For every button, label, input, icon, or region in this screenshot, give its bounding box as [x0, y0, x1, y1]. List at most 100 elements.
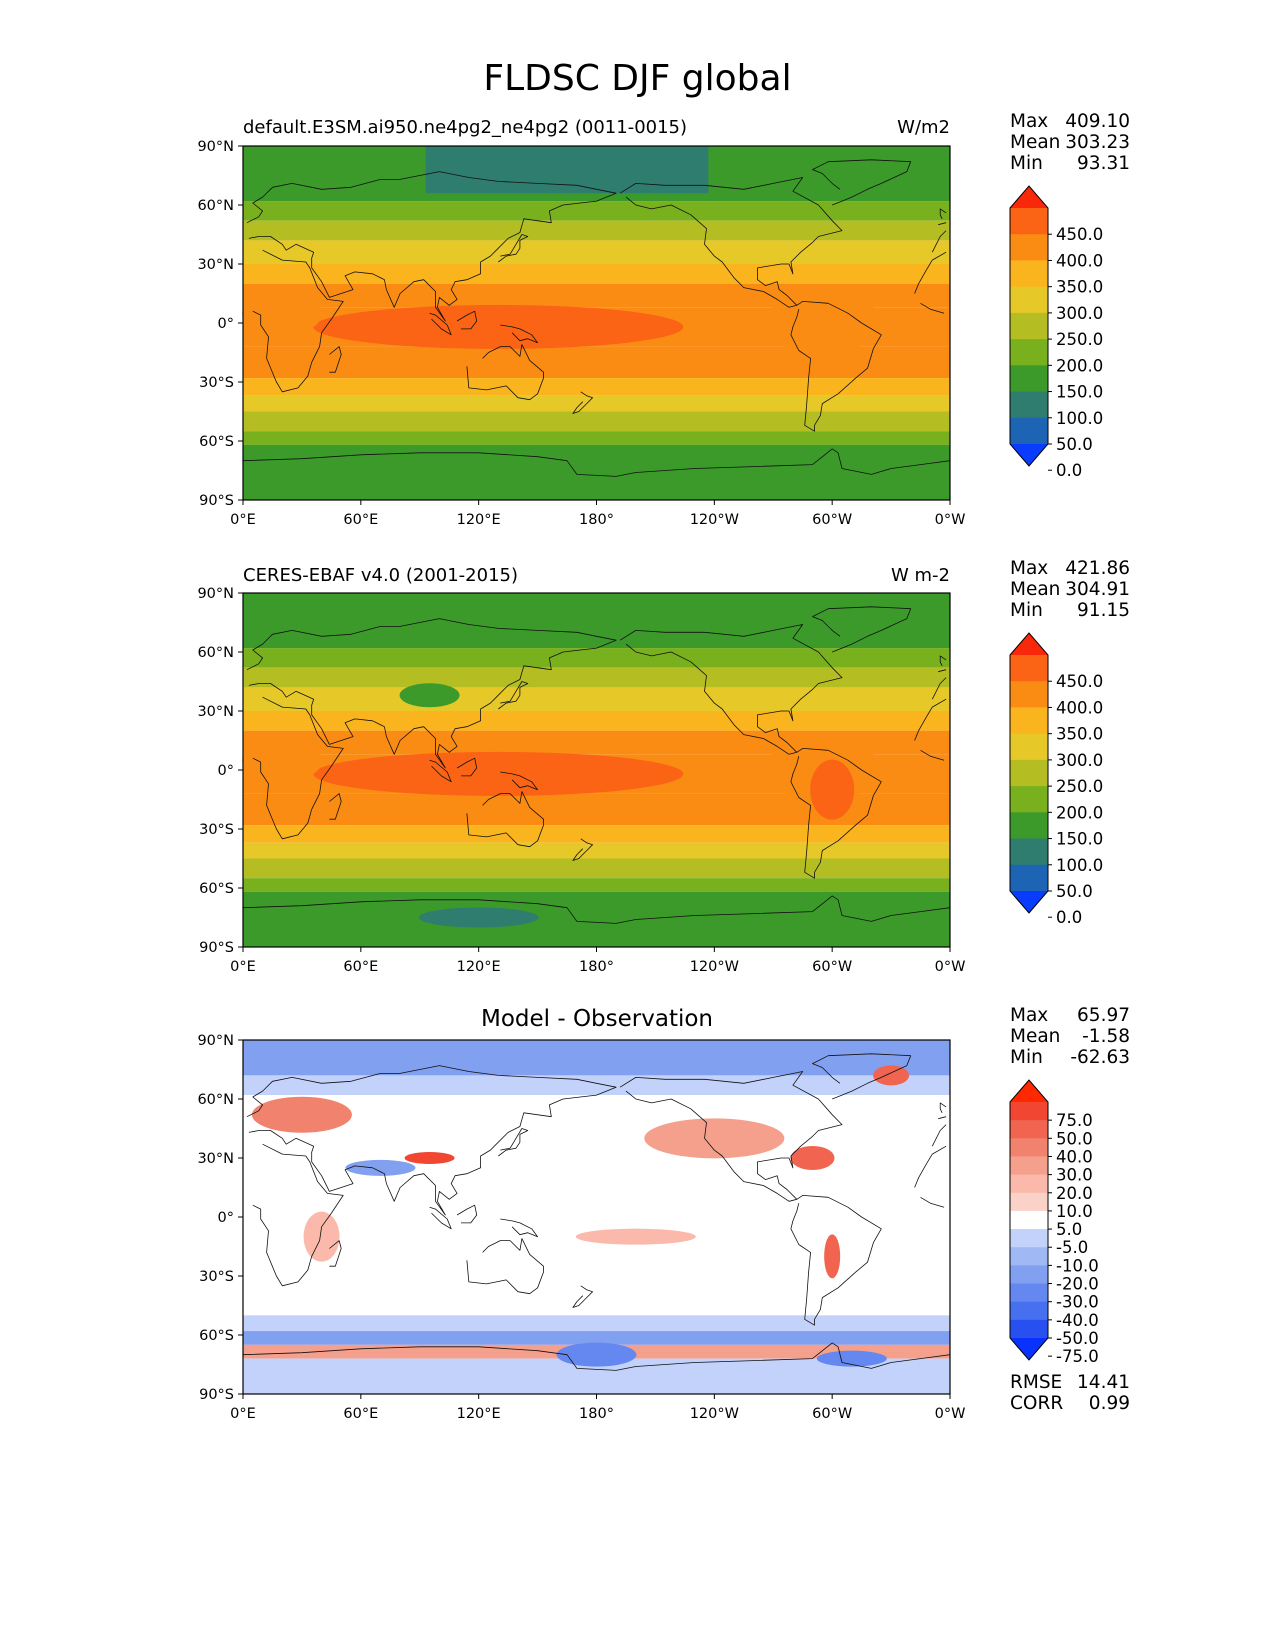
coastline-namerica [619, 177, 843, 308]
coastline-samerica [790, 1195, 882, 1326]
coastline-newzealand [572, 1285, 593, 1308]
y-tick-label: 30°N [197, 1151, 234, 1167]
panel2-title: CERES-EBAF v4.0 (2001-2015) [243, 565, 519, 586]
colorbar-label: 50.0 [1056, 435, 1093, 454]
field-band [243, 648, 950, 668]
colorbar-label: -30.0 [1056, 1293, 1099, 1312]
coastline-australia [466, 344, 544, 401]
field-patch [313, 751, 684, 796]
field-band [243, 858, 950, 879]
colorbar-segment [1010, 838, 1048, 866]
panel1-min-label: Min [1010, 153, 1043, 174]
colorbar-label: -5.0 [1056, 1238, 1088, 1257]
coastline-newguinea [500, 771, 538, 791]
coastline-samerica [790, 748, 882, 879]
y-tick-label: 60°N [197, 1092, 234, 1108]
field-patch [575, 1228, 696, 1245]
panel2-map [242, 593, 951, 947]
colorbar-label: 250.0 [1056, 330, 1103, 349]
panel1-max-value: 409.10 [1065, 111, 1130, 132]
x-tick-label: 180° [579, 1406, 614, 1422]
colorbar-label: -75.0 [1056, 1347, 1099, 1366]
field-band [243, 470, 950, 500]
x-tick-label: 120°E [457, 1406, 501, 1422]
panel1-mean-label: Mean [1010, 132, 1061, 153]
x-tick-label: 60°W [812, 512, 852, 528]
field-patch [644, 1118, 785, 1159]
colorbar-extension-min [1010, 444, 1048, 466]
colorbar-segment [1010, 681, 1048, 708]
field-patch [242, 738, 323, 783]
field-patch [790, 1146, 835, 1170]
field-band [243, 667, 950, 688]
colorbar-segment [1010, 1301, 1048, 1321]
field-band [243, 842, 950, 859]
panel1-title: default.E3SM.ai950.ne4pg2_ne4pg2 (0011-0… [243, 117, 688, 138]
field-band [243, 1331, 950, 1345]
field-patch [873, 1065, 910, 1086]
coastline-namerica [619, 624, 843, 755]
colorbar-label: 0.0 [1056, 461, 1082, 480]
coastline-greenland [812, 1053, 912, 1100]
colorbar-extension-max [1010, 1080, 1048, 1102]
colorbar-segment [1010, 759, 1048, 787]
coastline-namerica [619, 1071, 843, 1202]
colorbar-segment [1010, 864, 1048, 892]
x-tick-label: 120°E [457, 959, 501, 975]
panel2-max-value: 421.86 [1065, 558, 1130, 579]
field-band [243, 687, 950, 711]
coastline-greenland [812, 606, 912, 653]
y-tick-label: 30°S [199, 822, 234, 838]
panel2-mean-value: 304.91 [1065, 579, 1130, 600]
coastline-japan [498, 681, 529, 710]
field-patch [418, 907, 539, 928]
panel1-max-label: Max [1010, 111, 1049, 132]
colorbar-segment [1010, 1247, 1048, 1266]
colorbar-label: 100.0 [1056, 409, 1103, 428]
coastline-africa [252, 1143, 947, 1287]
coastlines [242, 159, 951, 500]
panel2-min-value: 91.15 [1077, 600, 1130, 621]
colorbar-label: 5.0 [1056, 1220, 1082, 1239]
coastline-sumatra [429, 1206, 452, 1230]
coastline-japan [498, 234, 529, 263]
coastlines [242, 606, 951, 947]
colorbar-extension-max [1010, 633, 1048, 655]
coastline-sumatra [429, 312, 452, 336]
coastline-borneo [456, 1204, 478, 1224]
y-tick-label: 60°S [199, 434, 234, 450]
colorbar-segment [1010, 1283, 1048, 1303]
field-band [243, 593, 950, 623]
colorbar-segment [1010, 733, 1048, 761]
field-patch [399, 683, 460, 708]
colorbar-label: 30.0 [1056, 1166, 1093, 1185]
field-patch [824, 1234, 841, 1279]
colorbar-segment [1010, 1138, 1048, 1157]
panel3-min-label: Min [1010, 1047, 1043, 1068]
x-tick-label: 120°W [690, 959, 739, 975]
colorbar-segment [1010, 417, 1048, 445]
colorbar-label: -40.0 [1056, 1311, 1099, 1330]
coastline-antarctica [242, 1342, 951, 1394]
coastline-borneo [456, 310, 478, 330]
colorbar-label: 250.0 [1056, 777, 1103, 796]
y-tick-label: 60°N [197, 645, 234, 661]
field-band [243, 201, 950, 221]
y-tick-label: 60°S [199, 881, 234, 897]
colorbar-segment [1010, 234, 1048, 261]
panel2-colorbar: 450.0 400.0 350.0 300.0 250.0 200.0 150.0 100.0… [1009, 632, 1103, 927]
colorbar-segment [1010, 208, 1048, 235]
field-band [243, 220, 950, 241]
colorbar-label: 20.0 [1056, 1184, 1093, 1203]
colorbar-label: 350.0 [1056, 278, 1103, 297]
y-tick-label: 90°S [199, 1387, 234, 1403]
panel3-field [243, 1040, 950, 1394]
coastline-newzealand [572, 391, 593, 414]
panel3-map [242, 1040, 951, 1394]
coastline-uk [938, 655, 947, 673]
colorbar-segment [1010, 707, 1048, 735]
coastline-sumatra [429, 759, 452, 783]
colorbar-segment [1010, 286, 1048, 314]
colorbar-segment [1010, 1210, 1048, 1230]
colorbar-segment [1010, 1265, 1048, 1285]
